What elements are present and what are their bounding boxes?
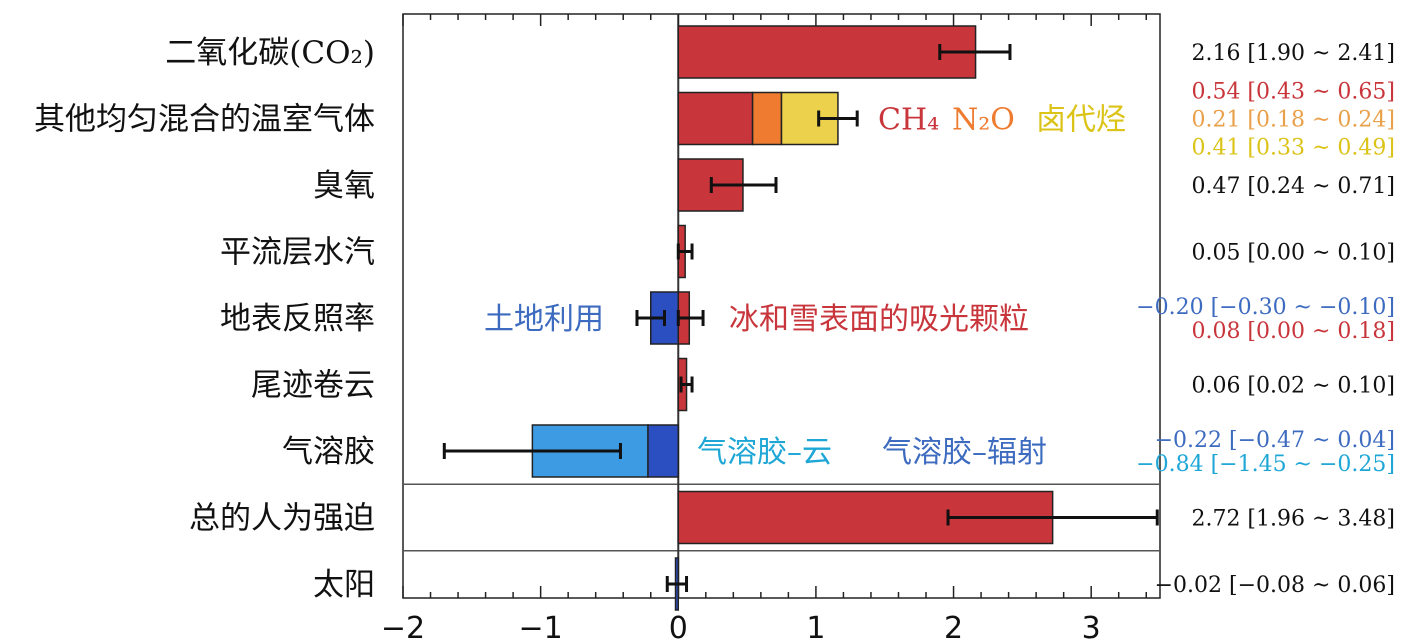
value-label: 0.41 [0.33 ~ 0.49] xyxy=(1191,136,1395,161)
category-label: 尾迹卷云 xyxy=(251,368,375,404)
value-label: 2.72 [1.96 ~ 3.48] xyxy=(1191,507,1395,532)
x-axis: −2 −1 0 1 2 3 xyxy=(381,14,1147,644)
x-tick-label: 1 xyxy=(806,611,825,644)
value-label: 0.54 [0.43 ~ 0.65] xyxy=(1191,80,1395,105)
value-label: −0.22 [−0.47 ~ 0.04] xyxy=(1155,428,1395,453)
bars-layer xyxy=(531,25,1054,611)
category-label: 气溶胶 xyxy=(282,434,375,470)
category-label: 平流层水汽 xyxy=(220,235,375,271)
value-label: 2.16 [1.90 ~ 2.41] xyxy=(1191,41,1395,66)
value-label: −0.02 [−0.08 ~ 0.06] xyxy=(1155,573,1395,598)
inline-label: CH₄ xyxy=(878,103,939,138)
category-label: 二氧化碳(CO₂) xyxy=(165,35,375,71)
error-bars-layer xyxy=(442,44,1159,592)
value-label: 0.05 [0.00 ~ 0.10] xyxy=(1191,241,1395,266)
category-label: 太阳 xyxy=(313,567,375,603)
value-labels: 2.16 [1.90 ~ 2.41] 0.54 [0.43 ~ 0.65] 0.21… xyxy=(1136,41,1395,598)
plot-border xyxy=(402,13,1161,599)
value-label: 0.08 [0.00 ~ 0.18] xyxy=(1191,319,1395,344)
category-label: 其他均匀混合的温室气体 xyxy=(34,102,375,138)
bar-segment xyxy=(647,424,680,478)
category-label: 臭氧 xyxy=(313,168,375,204)
category-label: 地表反照率 xyxy=(220,301,375,337)
category-labels: 二氧化碳(CO₂) 其他均匀混合的温室气体臭氧平流层水汽地表反照率尾迹卷云气溶胶总… xyxy=(34,35,375,603)
x-tick-label: 3 xyxy=(1082,611,1101,644)
value-label: 0.47 [0.24 ~ 0.71] xyxy=(1191,174,1395,199)
inline-label: N₂O xyxy=(952,103,1015,138)
value-label: −0.84 [−1.45 ~ −0.25] xyxy=(1136,452,1395,477)
inline-label: 土地利用 xyxy=(484,302,604,337)
x-tick-label: −2 xyxy=(381,611,425,644)
bar-segment xyxy=(751,91,783,146)
x-tick-label: 2 xyxy=(944,611,963,644)
bar-segment xyxy=(677,91,754,146)
x-tick-label: −1 xyxy=(519,611,563,644)
value-label: −0.20 [−0.30 ~ −0.10] xyxy=(1136,295,1395,320)
inline-label: 气溶胶–辐射 xyxy=(882,435,1047,470)
inline-label: 卤代烃 xyxy=(1036,103,1126,138)
x-tick-label: 0 xyxy=(669,611,688,644)
bar-segment xyxy=(677,25,977,79)
value-label: 0.06 [0.02 ~ 0.10] xyxy=(1191,374,1395,399)
category-label: 总的人为强迫 xyxy=(189,501,375,537)
inline-label: 冰和雪表面的吸光颗粒 xyxy=(729,302,1029,337)
value-label: 0.21 [0.18 ~ 0.24] xyxy=(1191,108,1395,133)
inline-label: 气溶胶–云 xyxy=(697,435,832,470)
